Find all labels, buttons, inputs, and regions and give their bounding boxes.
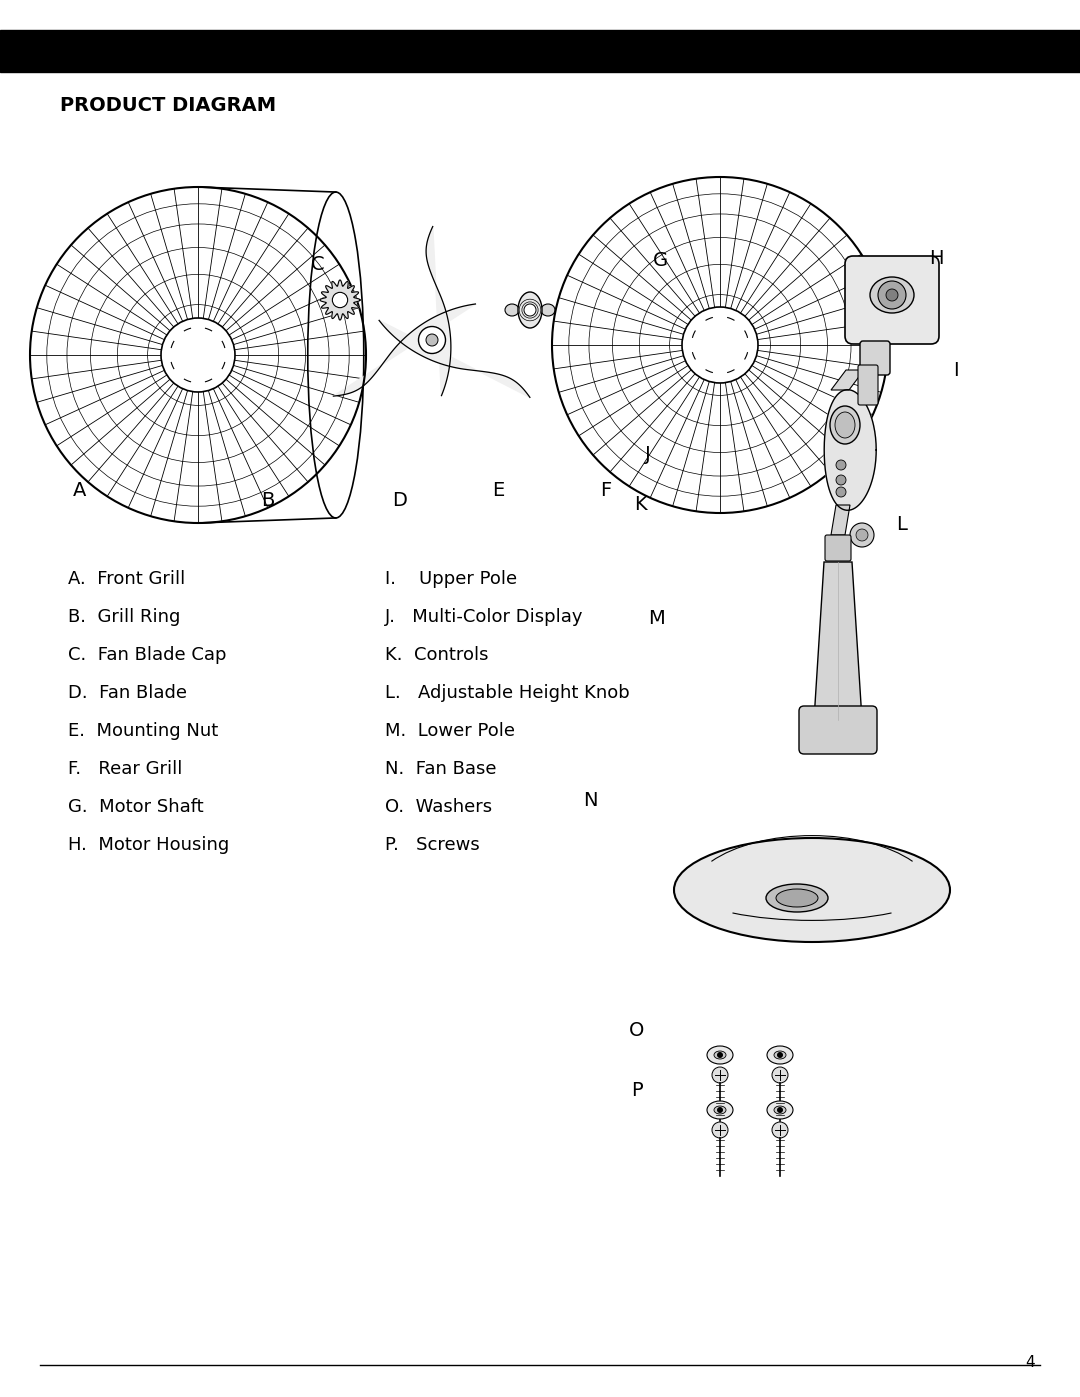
Text: L.   Adjustable Height Knob: L. Adjustable Height Knob [384,685,630,703]
Text: M.  Lower Pole: M. Lower Pole [384,722,515,740]
Text: E: E [491,481,504,500]
Text: F: F [600,481,611,500]
Ellipse shape [870,277,914,313]
Circle shape [850,522,874,548]
Text: D.  Fan Blade: D. Fan Blade [68,685,187,703]
Text: M: M [648,609,664,627]
Ellipse shape [767,1101,793,1119]
Text: C: C [311,256,325,274]
Ellipse shape [774,1106,786,1113]
Circle shape [681,307,758,383]
Polygon shape [824,390,876,510]
Polygon shape [427,226,450,395]
Ellipse shape [767,1046,793,1065]
Ellipse shape [714,1051,726,1059]
Circle shape [333,292,348,307]
FancyBboxPatch shape [845,256,939,344]
Text: H: H [929,249,943,267]
Circle shape [717,1106,723,1113]
Text: B.  Grill Ring: B. Grill Ring [68,608,180,626]
Polygon shape [831,370,864,390]
Text: N: N [583,791,597,809]
Bar [0,29,1080,73]
Ellipse shape [707,1101,733,1119]
Text: J.   Multi-Color Display: J. Multi-Color Display [384,608,583,626]
Text: B: B [261,490,274,510]
Polygon shape [320,279,360,320]
Text: O.  Washers: O. Washers [384,798,492,816]
FancyBboxPatch shape [860,341,890,374]
FancyBboxPatch shape [825,535,851,562]
Text: K: K [634,496,646,514]
Circle shape [524,305,536,316]
Text: H.  Motor Housing: H. Motor Housing [68,835,229,854]
Text: F.   Rear Grill: F. Rear Grill [68,760,183,778]
Circle shape [777,1106,783,1113]
Ellipse shape [774,1051,786,1059]
Ellipse shape [766,884,828,912]
Text: A: A [73,481,86,500]
Circle shape [836,488,846,497]
FancyBboxPatch shape [799,705,877,754]
Circle shape [836,460,846,469]
Circle shape [717,1052,723,1058]
Text: N.  Fan Base: N. Fan Base [384,760,497,778]
Ellipse shape [505,305,519,316]
Polygon shape [831,504,850,535]
Circle shape [772,1067,788,1083]
Ellipse shape [541,305,555,316]
Ellipse shape [707,1046,733,1065]
Circle shape [777,1052,783,1058]
Text: G.  Motor Shaft: G. Motor Shaft [68,798,204,816]
Ellipse shape [518,292,542,328]
Text: O: O [630,1020,645,1039]
Circle shape [419,327,446,353]
Ellipse shape [308,191,364,518]
Circle shape [712,1067,728,1083]
Text: I: I [954,360,959,380]
Circle shape [712,1122,728,1139]
Text: 4: 4 [1025,1355,1035,1370]
Text: C.  Fan Blade Cap: C. Fan Blade Cap [68,645,227,664]
Text: P: P [631,1080,643,1099]
Text: J: J [645,446,651,464]
Text: G: G [652,250,667,270]
Ellipse shape [674,838,950,942]
Circle shape [836,475,846,485]
Text: PRODUCT DIAGRAM: PRODUCT DIAGRAM [60,96,276,115]
Text: D: D [392,490,407,510]
FancyBboxPatch shape [858,365,878,405]
Circle shape [161,319,235,393]
Polygon shape [379,320,530,397]
Circle shape [878,281,906,309]
Circle shape [426,334,438,346]
Ellipse shape [835,412,855,439]
Text: I.    Upper Pole: I. Upper Pole [384,570,517,588]
Circle shape [772,1122,788,1139]
Circle shape [856,529,868,541]
Text: P.   Screws: P. Screws [384,835,480,854]
Polygon shape [814,562,862,719]
Text: E.  Mounting Nut: E. Mounting Nut [68,722,218,740]
Ellipse shape [831,407,860,444]
Ellipse shape [714,1106,726,1113]
Polygon shape [334,305,475,397]
Text: A.  Front Grill: A. Front Grill [68,570,186,588]
Ellipse shape [777,888,818,907]
Text: K.  Controls: K. Controls [384,645,488,664]
Circle shape [886,289,897,300]
Text: L: L [896,515,907,535]
